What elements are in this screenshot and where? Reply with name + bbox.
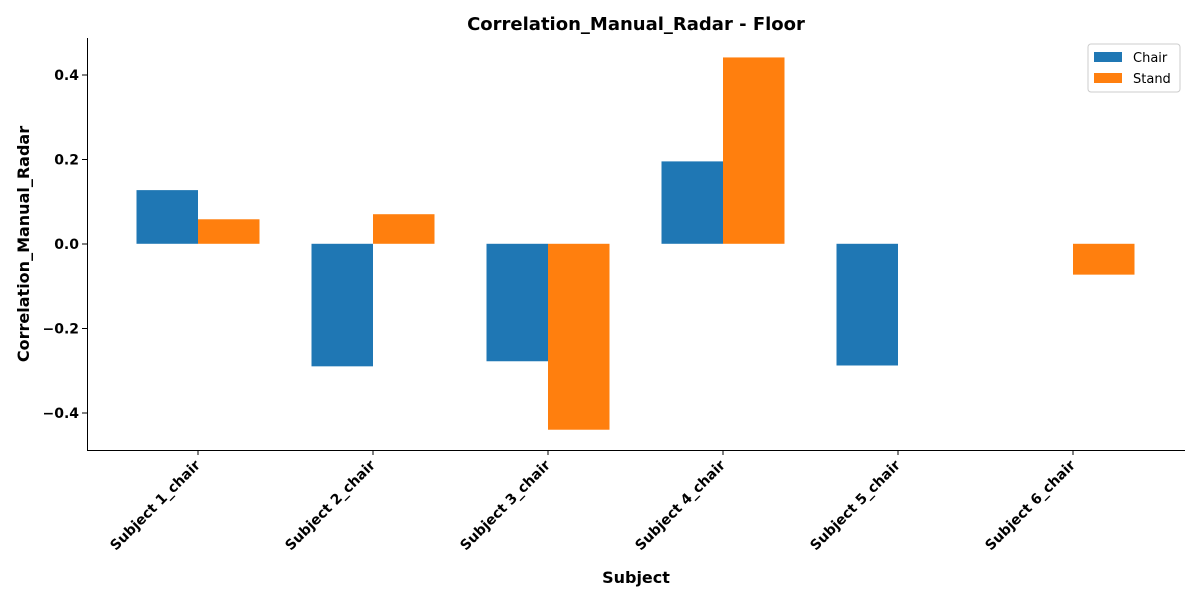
legend-label-chair: Chair bbox=[1133, 51, 1168, 66]
y-tick-label: 0.4 bbox=[54, 68, 79, 84]
bar-stand-1 bbox=[198, 219, 260, 244]
legend-swatch-stand bbox=[1094, 73, 1122, 83]
x-ticks: Subject 1_chair Subject 2_chair Subject 3_… bbox=[107, 450, 1079, 554]
legend: Chair Stand bbox=[1087, 43, 1181, 93]
bar-stand-6 bbox=[1073, 243, 1135, 275]
y-tick-label: −0.4 bbox=[42, 406, 79, 422]
y-tick-label: 0.2 bbox=[54, 152, 79, 168]
y-tick-label: −0.2 bbox=[42, 321, 79, 337]
legend-swatch-chair bbox=[1094, 52, 1122, 62]
x-tick-label: Subject 6_chair bbox=[982, 457, 1079, 554]
y-ticks: −0.4 −0.2 0.0 0.2 0.4 bbox=[42, 68, 87, 422]
bar-chair-3 bbox=[486, 243, 548, 362]
bar-stand-3 bbox=[548, 243, 610, 430]
x-tick-label: Subject 2_chair bbox=[282, 457, 379, 554]
chart-title: Correlation_Manual_Radar - Floor bbox=[467, 14, 805, 35]
y-axis-label: Correlation_Manual_Radar bbox=[14, 126, 33, 362]
bar-chair-4 bbox=[661, 161, 723, 244]
bar-chair-5 bbox=[836, 243, 898, 366]
bar-chair-1 bbox=[136, 190, 198, 244]
axes-layer bbox=[87, 38, 1185, 451]
bar-chair-2 bbox=[311, 243, 373, 367]
x-tick-label: Subject 4_chair bbox=[632, 457, 729, 554]
x-tick-label: Subject 3_chair bbox=[457, 457, 554, 554]
legend-label-stand: Stand bbox=[1133, 72, 1171, 87]
y-tick-label: 0.0 bbox=[54, 237, 79, 253]
x-axis-label: Subject bbox=[602, 568, 670, 587]
bars-layer bbox=[136, 57, 1135, 430]
x-tick-label: Subject 1_chair bbox=[107, 457, 204, 554]
bar-stand-4 bbox=[723, 57, 785, 244]
x-tick-label: Subject 5_chair bbox=[807, 457, 904, 554]
bar-stand-2 bbox=[373, 214, 435, 244]
